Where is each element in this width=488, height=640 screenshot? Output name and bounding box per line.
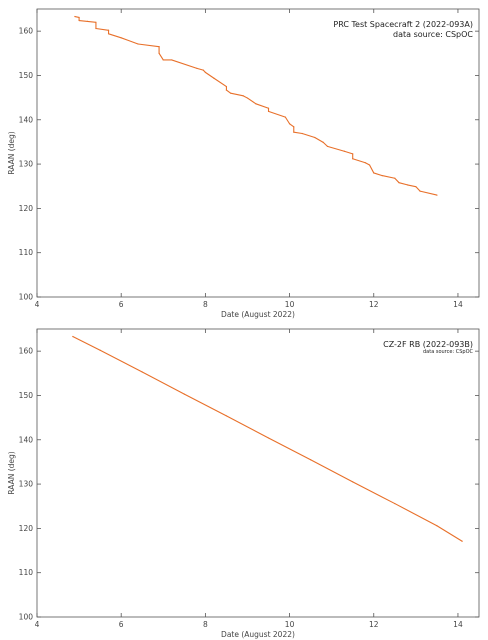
x-tick-label: 14 bbox=[453, 300, 463, 309]
data-point bbox=[381, 174, 383, 177]
chart-prc-test-spacecraft-2: 4 6 8 10 12 14 100 110 120 130 140 150 160 Date (Augu… bbox=[7, 8, 480, 319]
data-point bbox=[183, 393, 185, 395]
data-point bbox=[293, 126, 295, 128]
x-axis-label: Date (August 2022) bbox=[221, 310, 295, 319]
data-point bbox=[225, 89, 228, 91]
data-point bbox=[394, 502, 396, 505]
data-point bbox=[322, 141, 324, 143]
y-tick-label: 140 bbox=[19, 435, 34, 444]
data-point bbox=[352, 158, 354, 160]
data-point bbox=[284, 116, 286, 118]
data-point bbox=[267, 107, 270, 109]
data-point bbox=[78, 19, 80, 22]
data-point bbox=[288, 123, 291, 125]
data-point bbox=[137, 43, 139, 45]
data-point bbox=[301, 132, 303, 135]
x-tick-label: 8 bbox=[203, 620, 208, 629]
y-tick-label: 110 bbox=[19, 568, 34, 577]
data-point bbox=[364, 162, 366, 164]
data-point bbox=[107, 29, 110, 31]
y-tick-label: 160 bbox=[19, 27, 34, 36]
data-point bbox=[373, 172, 375, 174]
data-point bbox=[255, 103, 257, 105]
data-point bbox=[436, 525, 438, 527]
x-tick-label: 6 bbox=[119, 300, 124, 309]
data-point bbox=[158, 52, 160, 54]
y-tick-label: 100 bbox=[19, 293, 34, 302]
x-tick-label: 10 bbox=[285, 300, 295, 309]
data-point bbox=[120, 37, 122, 39]
x-tick-label: 10 bbox=[285, 620, 295, 629]
data-point bbox=[310, 459, 312, 461]
y-tick-label: 100 bbox=[19, 613, 34, 622]
data-point bbox=[95, 27, 97, 30]
x-tick-label: 8 bbox=[203, 300, 208, 309]
y-tick-label: 160 bbox=[19, 347, 34, 356]
data-point bbox=[343, 150, 345, 152]
data-point bbox=[230, 92, 232, 94]
data-point bbox=[171, 59, 173, 61]
chart-title: CZ-2F RB (2022-093B) bbox=[383, 340, 473, 349]
y-tick-label: 150 bbox=[19, 71, 34, 80]
x-tick-label: 12 bbox=[369, 300, 379, 309]
data-point bbox=[246, 97, 249, 99]
y-axis-label: RAAN (deg) bbox=[7, 451, 16, 494]
x-tick-label: 4 bbox=[35, 300, 40, 309]
data-point bbox=[419, 190, 421, 192]
data-point bbox=[326, 145, 329, 147]
data-point bbox=[368, 164, 371, 166]
x-axis-label: Date (August 2022) bbox=[221, 630, 295, 639]
plot-frame bbox=[36, 328, 480, 618]
y-tick-label: 120 bbox=[19, 204, 34, 213]
data-point bbox=[72, 335, 74, 338]
data-point bbox=[461, 540, 463, 542]
data-point bbox=[242, 95, 244, 97]
y-tick-label: 130 bbox=[19, 480, 34, 489]
data-point bbox=[95, 21, 97, 23]
data-point bbox=[406, 184, 409, 186]
data-point bbox=[267, 110, 270, 112]
data-point bbox=[352, 153, 354, 155]
y-axis-label: RAAN (deg) bbox=[7, 131, 16, 174]
x-tick-label: 6 bbox=[119, 620, 124, 629]
y-tick-label: 110 bbox=[19, 248, 34, 257]
data-point bbox=[267, 437, 270, 439]
data-point bbox=[398, 182, 400, 184]
y-tick-label: 150 bbox=[19, 391, 34, 400]
data-point bbox=[99, 349, 101, 351]
data-point bbox=[293, 131, 295, 133]
data-point bbox=[202, 69, 204, 71]
x-tick-label: 12 bbox=[369, 620, 379, 629]
x-tick-label: 4 bbox=[35, 620, 40, 629]
plot-frame bbox=[36, 8, 480, 298]
data-point bbox=[107, 33, 110, 35]
data-point bbox=[225, 85, 228, 88]
data-point bbox=[86, 20, 89, 23]
data-point bbox=[436, 194, 438, 196]
data-point bbox=[196, 67, 198, 69]
data-point bbox=[74, 15, 76, 18]
chart-cz-2f-rb: 4 6 8 10 12 14 100 110 120 130 140 150 160 Date (Augu… bbox=[7, 328, 480, 639]
data-point bbox=[204, 71, 206, 73]
series-line bbox=[72, 336, 463, 542]
chart-subtitle: data source: CSpOC bbox=[423, 349, 474, 355]
data-point bbox=[162, 59, 164, 61]
chart-title: PRC Test Spacecraft 2 (2022-093A) bbox=[333, 20, 473, 29]
x-tick-label: 14 bbox=[453, 620, 463, 629]
data-point bbox=[78, 16, 80, 19]
data-point bbox=[141, 371, 143, 373]
data-point bbox=[352, 481, 354, 483]
data-point bbox=[158, 46, 160, 48]
data-point bbox=[394, 177, 396, 179]
series-line bbox=[74, 15, 438, 196]
data-point bbox=[314, 136, 316, 139]
y-tick-label: 130 bbox=[19, 160, 34, 169]
y-tick-label: 120 bbox=[19, 524, 34, 533]
data-point bbox=[213, 77, 215, 79]
chart-subtitle: data source: CSpOC bbox=[393, 30, 473, 39]
data-point bbox=[415, 186, 417, 188]
data-point bbox=[225, 415, 228, 417]
y-tick-label: 140 bbox=[19, 115, 34, 124]
